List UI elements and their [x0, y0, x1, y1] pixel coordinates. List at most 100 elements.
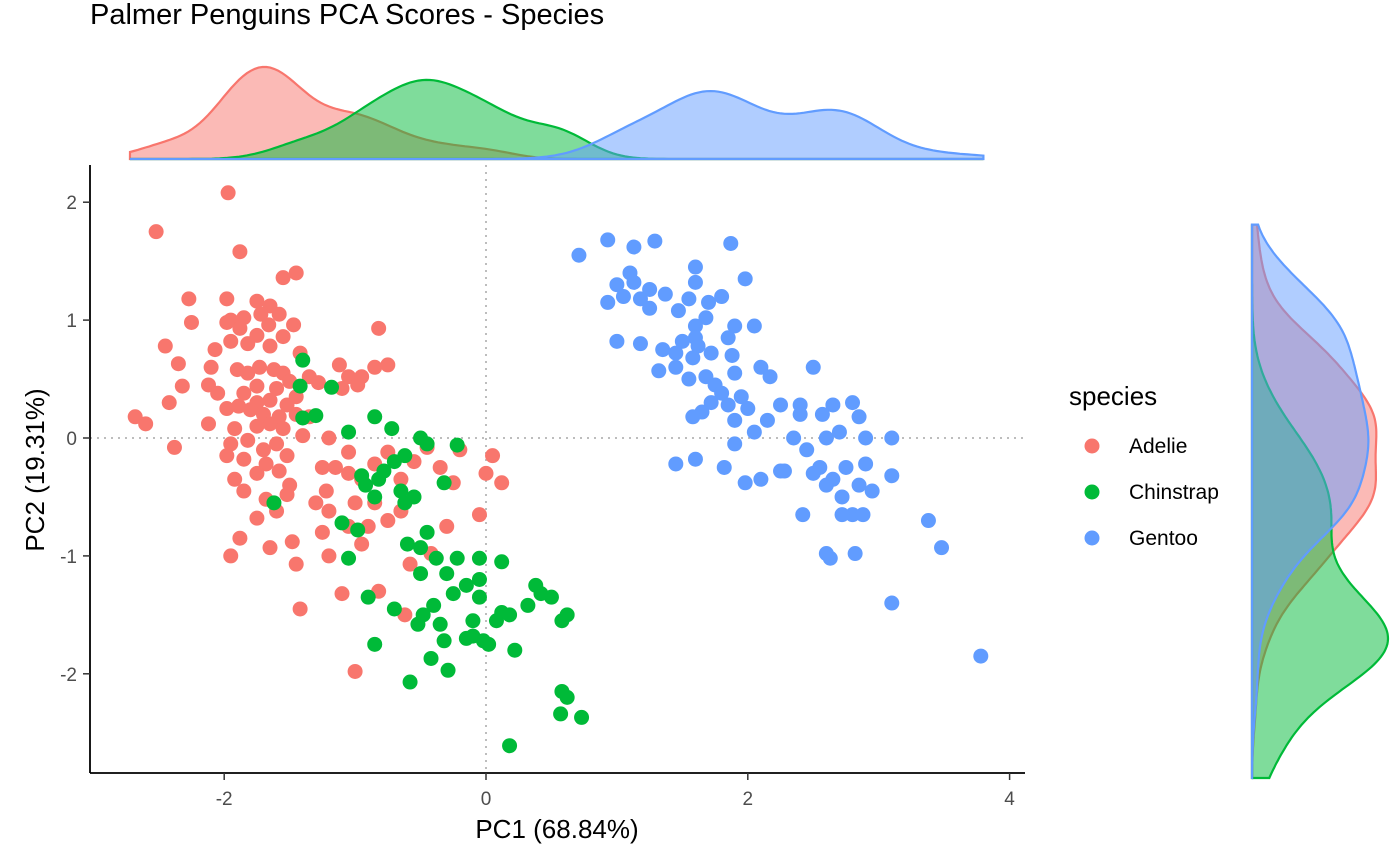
adelie-point	[314, 524, 330, 540]
adelie-point	[331, 357, 347, 373]
gentoo-point	[720, 397, 736, 413]
adelie-point	[232, 320, 248, 336]
gentoo-point	[855, 507, 871, 523]
adelie-point	[371, 320, 387, 336]
adelie-point	[380, 357, 396, 373]
chinstrap-point	[350, 522, 366, 538]
chinstrap-point	[402, 674, 418, 690]
chinstrap-point	[419, 524, 435, 540]
gentoo-point	[685, 350, 701, 366]
gentoo-point	[773, 397, 789, 413]
adelie-point	[219, 401, 235, 417]
adelie-point	[341, 444, 357, 460]
gentoo-point	[716, 459, 732, 475]
adelie-point	[231, 398, 247, 414]
adelie-point	[262, 416, 278, 432]
gentoo-point	[847, 546, 863, 562]
chinstrap-point	[458, 577, 474, 593]
adelie-point	[275, 329, 291, 345]
adelie-point	[347, 495, 363, 511]
adelie-point	[227, 421, 243, 437]
gentoo-point	[834, 489, 850, 505]
gentoo-point	[786, 430, 802, 446]
adelie-point	[262, 392, 278, 408]
adelie-point	[232, 530, 248, 546]
chinstrap-point	[426, 597, 442, 613]
chinstrap-point	[449, 437, 465, 453]
adelie-point	[261, 317, 277, 333]
adelie-point	[310, 375, 326, 391]
adelie-point	[249, 510, 265, 526]
gentoo-point	[615, 289, 631, 305]
chinstrap-point	[334, 515, 350, 531]
gentoo-point	[776, 463, 792, 479]
top-marginal-density	[128, 65, 985, 161]
adelie-point	[253, 306, 269, 322]
adelie-point	[219, 314, 235, 330]
adelie-point	[200, 416, 216, 432]
legend-label-gentoo: Gentoo	[1129, 527, 1198, 550]
gentoo-point	[571, 247, 587, 263]
chinstrap-point	[399, 536, 415, 552]
adelie-point	[227, 471, 243, 487]
gentoo-point	[746, 318, 762, 334]
legend-label-chinstrap: Chinstrap	[1129, 481, 1219, 504]
chinstrap-point	[502, 607, 518, 623]
chinstrap-point	[423, 650, 439, 666]
chinstrap-point	[507, 642, 523, 658]
gentoo-point	[600, 294, 616, 310]
chinstrap-point	[367, 409, 383, 425]
chinstrap-point	[410, 616, 426, 632]
gentoo-point	[698, 310, 714, 326]
adelie-point	[223, 548, 239, 564]
chinstrap-point	[458, 630, 474, 646]
gentoo-point	[727, 318, 743, 334]
adelie-point	[252, 359, 268, 375]
gentoo-point	[762, 369, 778, 385]
chinstrap-point	[393, 483, 409, 499]
gentoo-point	[714, 289, 730, 305]
gentoo-point	[934, 540, 950, 556]
gentoo-point	[687, 318, 703, 334]
chinstrap-point	[386, 454, 402, 470]
adelie-point	[240, 336, 256, 352]
gentoo-point	[831, 424, 847, 440]
y-axis-title: PC2 (19.31%)	[20, 388, 50, 551]
adelie-point	[219, 291, 235, 307]
gentoo-point	[858, 430, 874, 446]
chinstrap-point	[488, 613, 504, 629]
gentoo-point	[851, 409, 867, 425]
gentoo-point	[973, 648, 989, 664]
adelie-point	[485, 448, 501, 464]
chinstrap-point	[471, 571, 487, 587]
chinstrap-point	[413, 540, 429, 556]
gentoo-point	[655, 342, 671, 358]
gentoo-point	[740, 401, 756, 417]
adelie-point	[240, 365, 256, 381]
gentoo-point	[703, 345, 719, 361]
reference-lines	[90, 165, 1025, 773]
adelie-point	[292, 601, 308, 617]
gentoo-point	[626, 274, 642, 290]
chinstrap-point	[528, 577, 544, 593]
adelie-point	[494, 475, 510, 491]
gentoo-point	[759, 412, 775, 428]
chinstrap-point	[397, 495, 413, 511]
adelie-point	[220, 185, 236, 201]
gentoo-point	[845, 507, 861, 523]
legend-key-adelie	[1084, 438, 1100, 454]
legend-key-chinstrap	[1084, 484, 1100, 500]
adelie-point	[327, 459, 343, 475]
chinstrap-point	[574, 709, 590, 725]
chinstrap-point	[543, 589, 559, 605]
adelie-point	[255, 442, 271, 458]
x-tick-label: 2	[743, 789, 754, 810]
adelie-point	[439, 518, 455, 534]
gentoo-point	[792, 406, 808, 422]
gentoo-point	[753, 359, 769, 375]
chinstrap-point	[471, 589, 487, 605]
adelie-point	[432, 459, 448, 475]
gentoo-right-density	[1250, 223, 1370, 780]
adelie-point	[236, 483, 252, 499]
